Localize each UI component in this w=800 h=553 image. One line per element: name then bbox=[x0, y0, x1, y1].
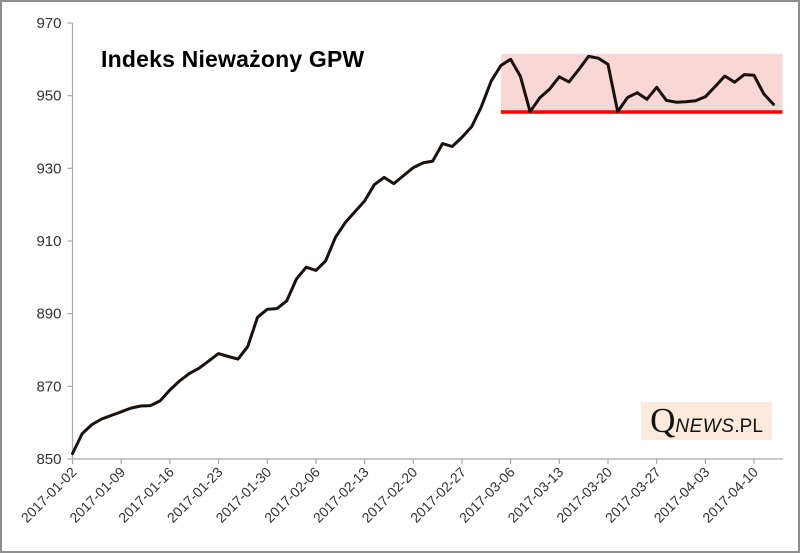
y-tick-label: 930 bbox=[36, 160, 61, 177]
logo-pl-text: .PL bbox=[734, 416, 763, 437]
y-tick-label: 950 bbox=[36, 88, 61, 105]
channel-band bbox=[500, 53, 783, 113]
logo-news-text: NEWS bbox=[675, 416, 735, 437]
price-line bbox=[71, 54, 775, 456]
logo: Q NEWS .PL bbox=[641, 402, 772, 440]
chart-title: Indeks Nieważony GPW bbox=[101, 46, 365, 72]
y-tick-label: 890 bbox=[36, 306, 61, 323]
logo-letter-q: Q bbox=[650, 401, 676, 440]
y-tick-label: 850 bbox=[36, 451, 61, 468]
y-tick-label: 910 bbox=[36, 233, 61, 250]
y-tick-label: 870 bbox=[36, 378, 61, 395]
y-tick-label: 970 bbox=[36, 15, 61, 32]
